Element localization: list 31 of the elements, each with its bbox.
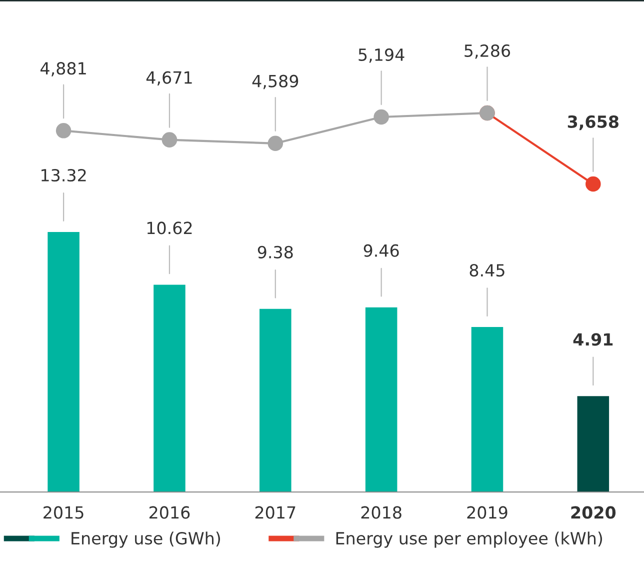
point (374, 109, 389, 125)
x-tick-label: 2020 (571, 506, 616, 519)
x-tick-label: 2018 (361, 506, 402, 519)
x-tick-label: 2019 (467, 506, 508, 519)
point (268, 136, 284, 152)
data-label: 10.62 (147, 222, 192, 234)
bar (48, 232, 80, 492)
bar (471, 327, 504, 492)
bar (577, 396, 610, 492)
data-label: 9.38 (258, 246, 293, 258)
data-label: 3,658 (568, 115, 618, 130)
legend-label: Energy use per employee (kWh) (336, 532, 602, 548)
x-tick-label: 2017 (255, 506, 296, 519)
x-tick-label: 2015 (44, 506, 84, 519)
data-label: 13.32 (42, 168, 86, 182)
legend-label: Energy use (GWh) (72, 532, 220, 548)
data-label: 4.91 (573, 333, 613, 346)
x-tick-label: 2016 (149, 506, 190, 519)
data-label: 4,589 (252, 74, 298, 90)
data-label: 8.45 (470, 264, 504, 277)
data-label: 5,286 (464, 44, 510, 59)
point (586, 176, 601, 192)
data-label: 4,881 (40, 62, 86, 76)
bar (260, 308, 292, 492)
bar (154, 284, 186, 492)
bar (365, 307, 398, 492)
point (162, 132, 178, 148)
data-label: 4,671 (146, 71, 192, 86)
point (56, 123, 72, 138)
data-label: 9.46 (364, 244, 399, 257)
data-label: 5,194 (358, 48, 404, 63)
